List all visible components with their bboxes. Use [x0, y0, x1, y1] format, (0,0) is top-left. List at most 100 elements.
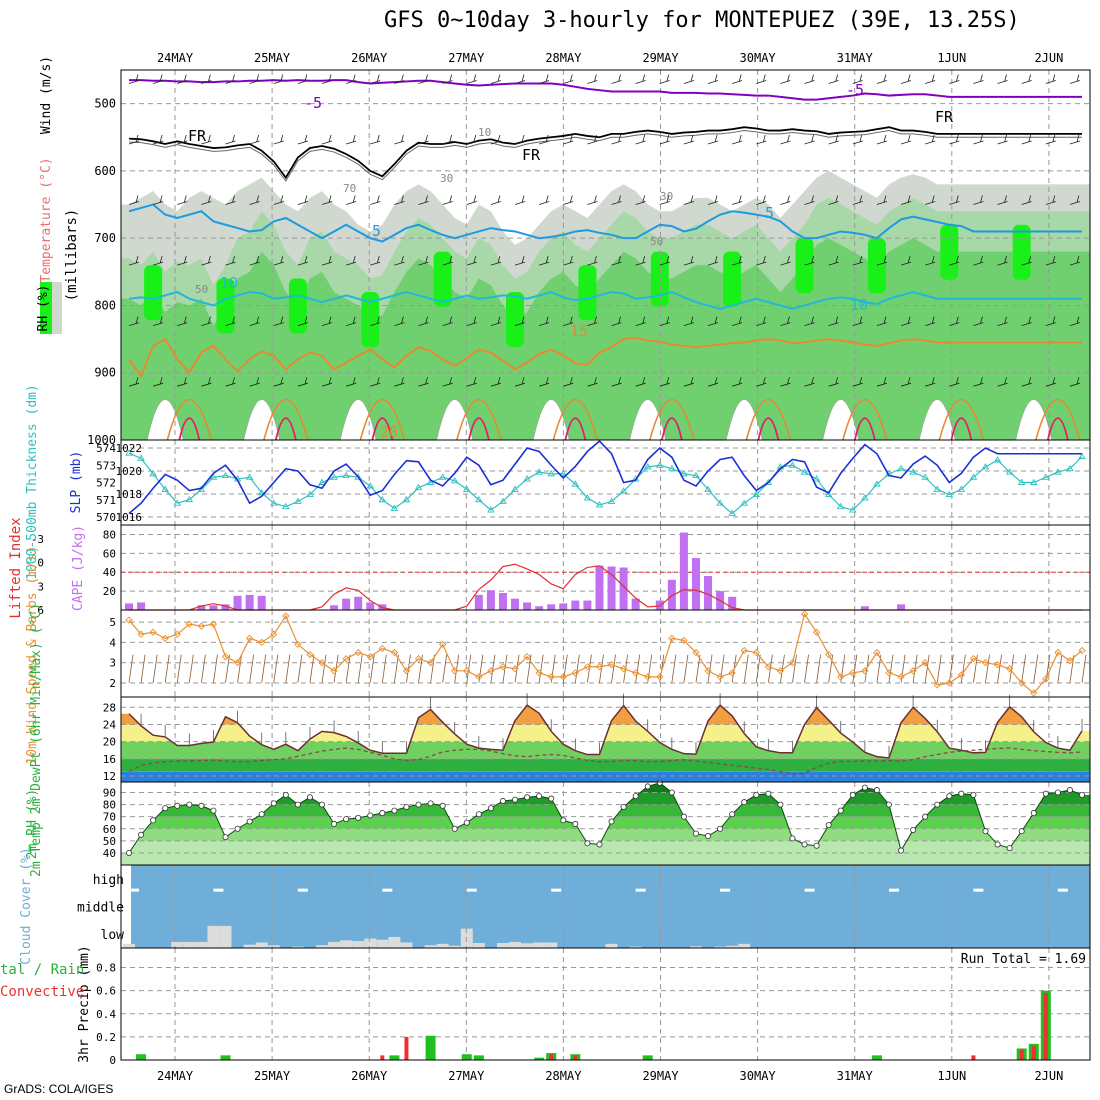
rh2m-marker: [403, 803, 410, 810]
contour-label: -5: [846, 81, 864, 99]
wind-barb: [321, 134, 333, 145]
wind-barb: [876, 134, 888, 145]
wind-barb: [514, 134, 526, 145]
precip-total-bar: [220, 1055, 231, 1060]
credit-text: GrADS: COLA/IGES: [4, 1082, 114, 1096]
wind-barb: [442, 255, 453, 266]
wind-barb: [925, 316, 936, 327]
wind-barb: [273, 377, 284, 387]
date-label-top: 24MAY: [157, 51, 194, 65]
wind10-marker: [414, 654, 423, 663]
wind-barb: [683, 74, 695, 84]
cape-bar: [209, 605, 218, 610]
rh-shade-bright: [288, 278, 307, 334]
wind10-barb: [743, 654, 749, 683]
rh2m-marker: [668, 789, 675, 796]
rh2m-marker: [789, 835, 796, 842]
temp-band: [121, 741, 1090, 759]
freezing-level-line: [128, 126, 1082, 180]
wind10-marker: [825, 650, 833, 659]
wind10-marker: [788, 659, 797, 667]
wind10-barb: [273, 654, 279, 683]
wind-barb: [466, 316, 477, 327]
rh2m-marker: [294, 801, 301, 808]
wind-barb: [732, 255, 743, 266]
wind-barb: [659, 74, 670, 84]
cloud-low-bar: [629, 946, 642, 948]
wind-barb: [153, 255, 164, 266]
thickness-marker: [921, 473, 929, 480]
wind-barb: [659, 195, 670, 205]
thickness-marker: [571, 480, 580, 487]
slp-frame: [120, 439, 1091, 526]
wind-barb: [1069, 316, 1081, 327]
rh-shade-bright: [723, 251, 742, 307]
wind10-marker: [680, 636, 688, 645]
wind-barb: [587, 377, 598, 387]
temp-band: [121, 705, 1090, 725]
wind10-marker: [161, 634, 169, 642]
wind10-marker: [969, 654, 978, 663]
rh2m-marker: [524, 794, 531, 801]
wind10-barb: [454, 654, 460, 683]
thickness-line: [128, 452, 1083, 515]
wind-barb: [418, 195, 429, 205]
thickness-marker: [257, 488, 266, 496]
thickness-marker: [643, 463, 652, 470]
rh-tick: 50: [103, 835, 116, 848]
rh2m-marker: [825, 822, 832, 829]
thickness-marker: [655, 461, 664, 468]
wind10-marker: [704, 667, 712, 675]
cloud-low-bar: [388, 936, 401, 948]
wind-barb: [780, 195, 791, 205]
wind-barb: [876, 316, 888, 327]
wind-barb: [1069, 377, 1081, 387]
wind-barb: [442, 316, 453, 327]
cape-tick: 80: [103, 528, 116, 541]
wind10-barb: [381, 654, 387, 683]
cape-bar: [535, 606, 544, 610]
rh2m-marker: [934, 801, 941, 808]
wind10-marker: [233, 659, 242, 667]
precip-tick: 0: [109, 1054, 116, 1067]
thickness-marker: [221, 471, 230, 479]
wind10-marker: [1005, 665, 1014, 673]
thickness-marker: [933, 485, 942, 492]
wind10-marker: [692, 648, 700, 657]
date-label-bottom: 25MAY: [254, 1069, 291, 1083]
page-title: GFS 0~10day 3-hourly for MONTEPUEZ (39E,…: [384, 8, 1020, 33]
wind-barb: [177, 195, 188, 205]
wind-barb: [297, 255, 309, 266]
wind10-barb: [876, 654, 882, 683]
wind-barb: [876, 255, 888, 266]
wind-barb: [394, 195, 405, 205]
cape-bar: [354, 596, 363, 610]
thickness-marker: [957, 485, 966, 492]
wind-barb: [394, 316, 405, 327]
date-label-bottom: 26MAY: [351, 1069, 388, 1083]
wind-barb: [128, 134, 140, 145]
wind-barb: [732, 377, 743, 387]
thickness-marker: [668, 464, 676, 472]
wind-barb: [635, 377, 646, 387]
rh2m-marker: [885, 801, 892, 808]
cloud-low-bar: [496, 943, 509, 948]
rh-band: [121, 828, 1090, 841]
wind-barb: [828, 74, 839, 84]
wind-barb: [1069, 195, 1081, 205]
wind10-marker: [1078, 646, 1086, 655]
rh2m-marker: [849, 791, 856, 798]
wind10-marker: [173, 630, 181, 638]
wind-barb: [925, 134, 936, 145]
wind-barb: [539, 134, 550, 145]
wind-barb: [370, 74, 381, 84]
rh2m-marker: [596, 841, 603, 848]
cloud-low-bar: [316, 945, 329, 948]
wind-barb: [949, 195, 960, 205]
wind-barb: [563, 377, 574, 387]
wind10-marker: [583, 663, 592, 671]
wind-barb: [128, 74, 140, 84]
rh-contour-label: 10: [478, 126, 491, 139]
wind-barb: [635, 255, 646, 266]
cloud-axis-label: Cloud Cover (%): [19, 847, 34, 964]
